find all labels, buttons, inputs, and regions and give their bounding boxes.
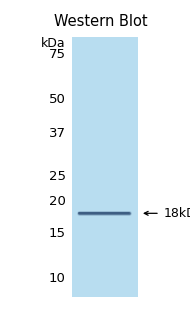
Text: 10: 10 bbox=[49, 272, 66, 285]
Text: 75: 75 bbox=[49, 48, 66, 61]
Text: 25: 25 bbox=[49, 170, 66, 183]
Text: 20: 20 bbox=[49, 195, 66, 208]
Text: 18kDa: 18kDa bbox=[163, 207, 190, 220]
Text: 37: 37 bbox=[49, 127, 66, 140]
Text: kDa: kDa bbox=[41, 37, 66, 50]
Text: Western Blot: Western Blot bbox=[54, 14, 147, 28]
Bar bbox=[72, 37, 139, 297]
Text: 15: 15 bbox=[49, 227, 66, 240]
Text: 50: 50 bbox=[49, 93, 66, 106]
